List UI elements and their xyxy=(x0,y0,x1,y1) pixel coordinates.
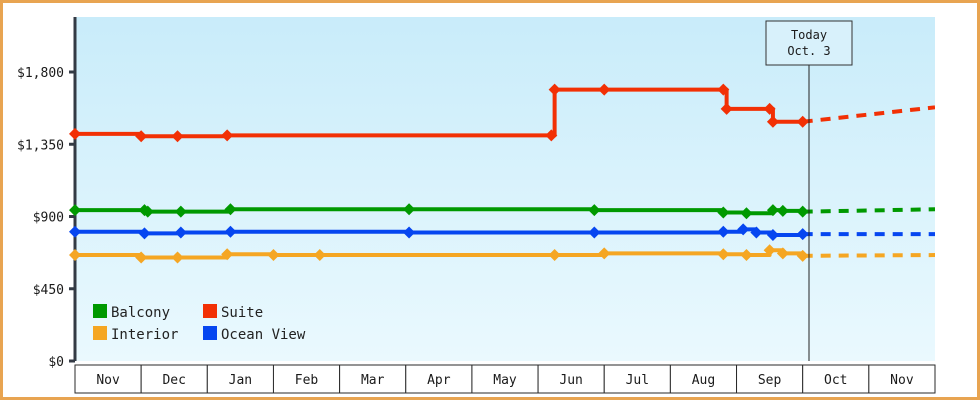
x-axis-month-label: Oct xyxy=(824,373,847,388)
series-data-point xyxy=(545,129,558,142)
x-axis-month-cell xyxy=(339,364,407,394)
series-data-point xyxy=(763,102,776,115)
x-axis-month-cell xyxy=(537,364,605,394)
series-forecast-line xyxy=(802,253,936,258)
x-axis-month-label: Nov xyxy=(96,373,120,388)
series-data-point xyxy=(141,205,154,218)
today-marker-box xyxy=(765,20,853,66)
series-data-point xyxy=(766,204,779,217)
x-axis-month-label: May xyxy=(493,373,517,388)
series-data-point xyxy=(750,226,763,239)
x-axis-month-cell xyxy=(272,364,341,394)
series-data-point xyxy=(69,127,81,140)
series-data-point xyxy=(171,130,184,143)
series-data-point xyxy=(740,249,753,262)
x-axis-month-cell xyxy=(206,364,274,394)
series-data-point xyxy=(69,249,81,262)
x-axis-month-label: Dec xyxy=(162,373,185,388)
series-data-point xyxy=(548,249,561,262)
series-data-point xyxy=(224,203,237,216)
series-data-point xyxy=(171,251,184,264)
legend-swatch xyxy=(203,304,217,318)
series-data-point xyxy=(588,204,601,217)
x-axis-month-cell xyxy=(405,364,473,394)
x-axis-month-label: Mar xyxy=(361,373,385,388)
series-data-point xyxy=(267,249,280,262)
series-data-point xyxy=(763,244,776,257)
series-data-point xyxy=(221,129,234,142)
series-data-point xyxy=(588,226,601,239)
x-axis-month-cell xyxy=(736,364,804,394)
x-axis-month-cell xyxy=(868,364,936,394)
y-axis-tick-label: $1,350 xyxy=(17,138,64,153)
series-ocean-view xyxy=(69,223,935,241)
legend-swatch xyxy=(203,326,217,340)
legend-label: Interior xyxy=(111,327,178,343)
series-data-point xyxy=(135,251,148,264)
series-data-point xyxy=(717,248,730,261)
series-suite xyxy=(69,83,936,143)
series-data-point xyxy=(740,207,753,220)
series-data-point xyxy=(135,130,148,143)
series-data-point xyxy=(720,102,733,115)
series-balcony xyxy=(69,203,936,220)
series-data-point xyxy=(717,206,730,219)
y-axis-tick-label: $900 xyxy=(33,211,64,226)
x-axis-month-label: Jan xyxy=(229,373,252,388)
series-data-point xyxy=(766,228,779,241)
series-data-point xyxy=(403,226,416,239)
series-data-point xyxy=(548,83,561,96)
x-axis-month-label: Jul xyxy=(626,373,649,388)
x-axis-month-cell xyxy=(603,364,671,394)
series-data-point xyxy=(174,205,187,218)
right-margin-mask xyxy=(935,3,977,361)
series-forecast-line xyxy=(802,105,936,124)
x-axis-month-cell xyxy=(471,364,539,394)
plot-background xyxy=(75,17,935,361)
series-data-point xyxy=(224,225,237,238)
series-data-point xyxy=(776,247,789,260)
series-data-point xyxy=(69,204,81,217)
today-marker-date: Oct. 3 xyxy=(787,44,830,58)
series-data-point xyxy=(796,249,809,262)
x-axis-month-label: Feb xyxy=(295,373,319,388)
legend-swatch xyxy=(93,326,107,340)
series-data-point xyxy=(138,227,151,240)
today-marker-title: Today xyxy=(791,28,827,42)
legend-label: Ocean View xyxy=(221,327,306,343)
legend-swatch xyxy=(93,304,107,318)
series-interior xyxy=(69,244,936,264)
x-axis-month-label: Nov xyxy=(890,373,914,388)
y-axis-tick-label: $450 xyxy=(33,283,64,298)
x-axis-month-cell xyxy=(140,364,208,394)
series-data-point xyxy=(174,226,187,239)
x-axis-month-label: Sep xyxy=(758,373,782,388)
y-axis-tick-label: $0 xyxy=(48,355,64,370)
series-data-point xyxy=(69,225,81,238)
series-data-point xyxy=(403,203,416,216)
series-data-point xyxy=(313,249,326,262)
series-data-point xyxy=(221,248,234,261)
series-data-point xyxy=(598,247,611,260)
series-data-point xyxy=(737,223,750,236)
series-data-point xyxy=(598,83,611,96)
x-axis-month-cell xyxy=(669,364,738,394)
legend-label: Suite xyxy=(221,305,263,321)
x-axis-month-label: Jun xyxy=(559,373,582,388)
series-data-point xyxy=(766,115,779,128)
series-forecast-line xyxy=(802,207,936,214)
chart-canvas: $0 $450 $900 $1,350 $1,800 Nov Dec Jan Feb Mar Apr… xyxy=(17,3,977,394)
series-data-point xyxy=(717,225,730,238)
x-axis-month-label: Aug xyxy=(692,373,715,388)
series-data-point xyxy=(717,83,730,96)
legend-label: Balcony xyxy=(111,305,170,321)
y-axis-tick-label: $1,800 xyxy=(17,66,64,81)
x-axis-month-label: Apr xyxy=(427,373,451,388)
series-data-point xyxy=(776,204,789,217)
